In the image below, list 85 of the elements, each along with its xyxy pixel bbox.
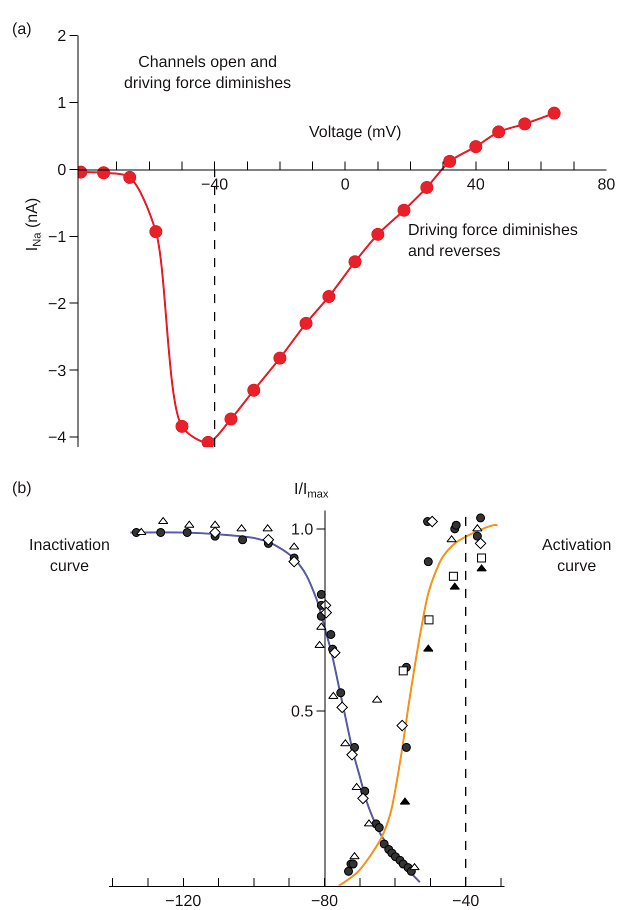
point	[336, 702, 348, 714]
point	[492, 125, 506, 138]
point	[518, 117, 532, 130]
point	[224, 412, 238, 426]
y-tick-label: 1.0	[291, 521, 314, 538]
point	[316, 622, 326, 630]
text: Activation curve	[542, 537, 612, 575]
point	[396, 720, 408, 732]
point	[424, 615, 434, 624]
point	[348, 860, 358, 869]
x-tick-label: −80	[310, 893, 338, 910]
y-tick-label: −3	[48, 362, 66, 380]
x-tick-label: 80	[598, 176, 616, 194]
x-tick-label: −40	[201, 176, 228, 194]
point	[273, 352, 286, 365]
y-tick-label: −4	[48, 430, 66, 447]
y-tick-label: −1	[48, 228, 66, 246]
point	[423, 644, 434, 652]
y-tick-label: 2	[57, 28, 66, 46]
point	[209, 526, 221, 538]
point	[469, 140, 482, 154]
point	[443, 154, 456, 168]
point	[340, 739, 350, 746]
point	[472, 532, 482, 541]
point	[336, 688, 346, 698]
y-tick-label: −2	[48, 296, 66, 313]
point	[289, 542, 300, 550]
point	[477, 553, 486, 562]
point	[348, 255, 362, 268]
annotation: Driving force diminishes and reverses	[408, 222, 578, 260]
point	[398, 666, 408, 676]
point	[158, 517, 168, 524]
point	[136, 528, 146, 535]
point	[450, 582, 460, 590]
point	[182, 528, 192, 537]
point	[322, 290, 336, 304]
y-tick-label: 0	[57, 162, 66, 179]
annotation: Channels open and driving force diminishes	[124, 54, 292, 92]
point	[476, 513, 486, 522]
point	[548, 106, 561, 120]
point	[350, 742, 360, 752]
text: (b)	[12, 480, 32, 497]
point	[149, 225, 162, 238]
y-axis-title: I/I$_{max}$	[294, 481, 329, 500]
point	[123, 170, 136, 184]
line-series	[338, 524, 498, 886]
point	[300, 316, 313, 330]
point	[346, 749, 358, 760]
point	[288, 556, 300, 568]
point	[262, 534, 274, 546]
point	[452, 520, 461, 530]
point	[420, 180, 434, 194]
x-tick-label: 40	[466, 176, 485, 194]
point	[424, 557, 433, 566]
y-tick-label: 1	[57, 95, 66, 112]
point	[247, 384, 260, 397]
point	[357, 792, 369, 804]
y-tick-label: 0.5	[291, 704, 314, 721]
text: (a)	[12, 21, 32, 38]
point	[326, 630, 336, 639]
point	[374, 823, 384, 832]
point	[320, 606, 332, 618]
point	[329, 647, 340, 658]
point	[156, 528, 166, 537]
x-tick-label: 0	[340, 176, 350, 194]
point	[344, 866, 354, 876]
x-tick-label: −40	[452, 893, 480, 910]
point	[448, 572, 458, 581]
point	[474, 538, 486, 550]
annotation: Inactivation curve	[29, 537, 110, 575]
point	[328, 692, 338, 699]
point	[238, 535, 248, 544]
point	[472, 524, 482, 532]
point	[175, 420, 188, 433]
point	[426, 516, 438, 528]
point	[397, 204, 410, 217]
x-tick-label: −120	[165, 893, 202, 910]
point	[371, 228, 384, 241]
point	[202, 436, 215, 448]
point	[402, 742, 411, 752]
point	[97, 166, 110, 180]
point	[316, 590, 326, 599]
point	[262, 524, 273, 532]
x-axis-title: Voltage (mV)	[309, 124, 402, 141]
point	[184, 520, 194, 528]
